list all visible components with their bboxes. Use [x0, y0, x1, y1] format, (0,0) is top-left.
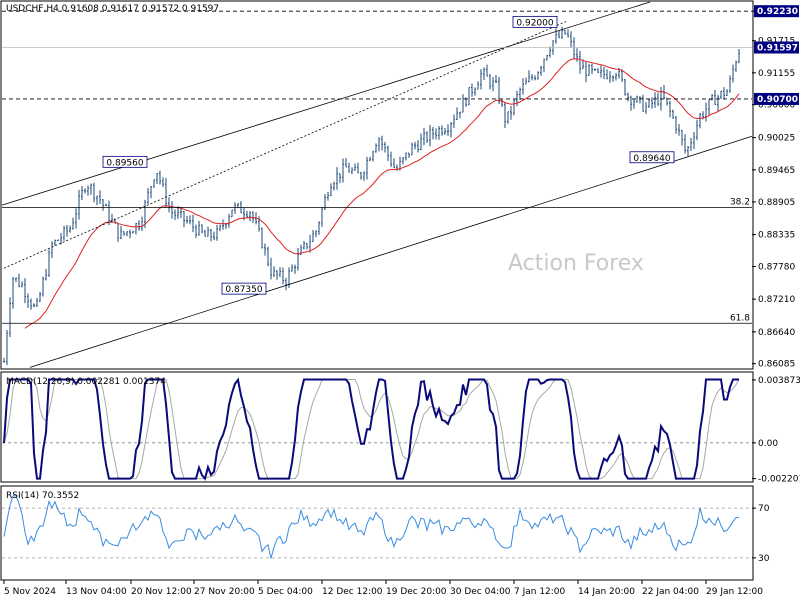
x-tick-label: 12 Dec 12:00	[322, 587, 383, 597]
x-tick-label: 13 Nov 04:00	[66, 587, 127, 597]
price-tag-box	[754, 92, 799, 105]
macd-layer	[2, 377, 752, 481]
x-tick-label: 5 Nov 2024	[4, 587, 56, 597]
rsi-line	[3, 495, 740, 559]
x-tick-label: 5 Dec 04:00	[258, 587, 313, 597]
rsi-title: RSI(14) 70.3552	[6, 491, 79, 501]
x-tick-label: 19 Dec 20:00	[386, 587, 447, 597]
price-tag-label: 0.90700	[757, 95, 798, 105]
axis-layer: 0.922300.917150.911550.906000.900250.894…	[3, 5, 800, 597]
y-tick-label: 0.89465	[758, 166, 795, 176]
price-annotation-label: 0.87350	[225, 285, 262, 295]
y-tick-label: 0.86640	[758, 328, 795, 338]
macd-title: MACD(12,26,9) 0.002281 0.001374	[6, 377, 166, 387]
x-tick-label: 7 Jan 12:00	[514, 587, 566, 597]
price-annotation-box	[221, 282, 267, 295]
y-tick-label: 0.90600	[758, 101, 795, 111]
price-annotation-label: 0.89560	[106, 158, 143, 168]
lower-channel-line	[29, 135, 753, 368]
price-annotation-box	[629, 151, 675, 164]
macd-tick-label: 0.00	[758, 439, 778, 449]
price-layer: 38.2 61.8 0.89560 0.87350 0.92000 0.89640	[1, 1, 753, 368]
y-tick-label: 0.86085	[758, 360, 795, 370]
y-tick-label: 0.87210	[758, 295, 795, 305]
macd-tick-label: 0.003873	[758, 376, 800, 386]
upper-channel-line	[1, 1, 651, 206]
x-tick-label: 30 Dec 04:00	[450, 587, 511, 597]
macd-signal-line	[3, 378, 740, 480]
fib-level-label: 38.2	[730, 197, 750, 207]
price-pane	[0, 0, 754, 370]
price-annotation-label: 0.89640	[633, 154, 670, 164]
price-tag-label: 0.91597	[757, 43, 798, 53]
watermark: Action Forex	[508, 251, 644, 276]
symbol-header: USDCHF,H4 0.91608 0.91617 0.91572 0.9159…	[6, 4, 219, 14]
price-annotation-box	[102, 155, 148, 168]
moving-average-line	[24, 58, 740, 329]
price-annotation-label: 0.92000	[516, 18, 553, 28]
price-tag-box	[754, 5, 799, 18]
rsi-layer	[2, 495, 752, 559]
x-tick-label: 29 Jan 12:00	[706, 587, 763, 597]
price-tag-box	[754, 41, 799, 54]
x-tick-label: 14 Jan 20:00	[578, 587, 635, 597]
y-tick-label: 0.90025	[758, 134, 795, 144]
y-tick-label: 0.91155	[758, 69, 795, 79]
y-tick-label: 0.87780	[758, 262, 795, 272]
macd-tick-label: -0.002201	[758, 475, 800, 485]
y-tick-label: 0.88335	[758, 231, 795, 241]
x-tick-label: 27 Nov 20:00	[194, 587, 255, 597]
macd-line	[3, 377, 739, 481]
macd-pane	[0, 371, 754, 483]
fib-level-label: 61.8	[730, 313, 750, 323]
rsi-tick-label: 30	[758, 554, 770, 564]
price-annotation-box	[512, 15, 558, 28]
x-tick-label: 22 Jan 04:00	[642, 587, 699, 597]
rsi-tick-label: 70	[758, 504, 770, 514]
price-tag-label: 0.92230	[757, 7, 798, 17]
y-tick-label: 0.88905	[758, 198, 795, 208]
x-tick-label: 20 Nov 12:00	[131, 587, 192, 597]
dotted-trend-line	[3, 21, 567, 269]
rsi-pane	[0, 485, 754, 581]
